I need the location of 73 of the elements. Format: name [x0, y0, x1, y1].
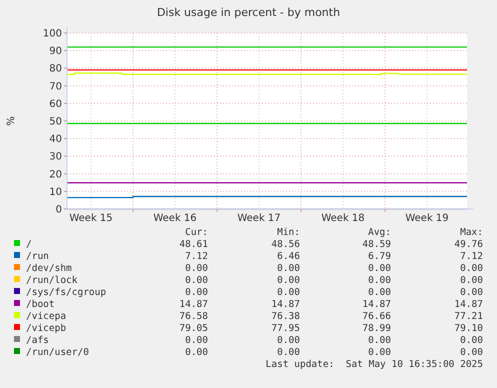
text: 0.00 — [185, 335, 208, 346]
text: 77.95 — [271, 323, 300, 334]
text: 14.87 — [271, 299, 300, 310]
text: 48.59 — [362, 239, 392, 250]
text: 0.00 — [460, 335, 484, 346]
text: 0.00 — [368, 287, 392, 298]
text: 48.56 — [271, 239, 300, 250]
text: 0.00 — [185, 263, 208, 274]
x-tick-label: Week 15 — [69, 213, 113, 224]
y-tick-label: 100 — [42, 28, 62, 40]
text: 0.00 — [277, 263, 300, 274]
y-axis-title: % — [6, 116, 17, 126]
legend-label: /dev/shm — [26, 263, 72, 274]
legend-label: /run — [26, 251, 49, 262]
legend-label: /run/lock — [26, 275, 78, 286]
x-tick-label: Week 17 — [237, 213, 281, 224]
y-tick-label: 60 — [49, 98, 62, 110]
text: 0.00 — [277, 287, 300, 298]
text: 7.12 — [460, 251, 483, 262]
text: 79.10 — [454, 323, 484, 334]
text: 0.00 — [185, 287, 208, 298]
text: 0.00 — [277, 335, 300, 346]
legend-label: /afs — [26, 335, 49, 346]
x-tick-label: Week 16 — [153, 213, 197, 224]
text: Avg: — [368, 227, 391, 238]
text: 0.00 — [368, 347, 392, 358]
text: 79.05 — [179, 323, 208, 334]
text: 0.00 — [277, 275, 300, 286]
text: 14.87 — [179, 299, 208, 310]
y-tick-label: 10 — [49, 186, 62, 198]
y-tick-label: 0 — [56, 204, 62, 216]
text: 0.00 — [460, 287, 484, 298]
x-tick-label: Week 18 — [321, 213, 365, 224]
text: 14.87 — [454, 299, 483, 310]
legend-label: /vicepb — [26, 323, 66, 334]
text: Last update: Sat May 10 16:35:00 2025 — [266, 359, 483, 370]
text: Min: — [277, 227, 300, 238]
text: 0.00 — [185, 347, 208, 358]
text: 7.12 — [185, 251, 208, 262]
chart-title: Disk usage in percent - by month — [156, 6, 340, 19]
legend-label: /run/user/0 — [26, 347, 90, 358]
text: 48.61 — [179, 239, 208, 250]
text: 78.99 — [362, 323, 392, 334]
text: 0.00 — [368, 275, 392, 286]
y-tick-label: 40 — [49, 134, 62, 146]
text: 76.38 — [271, 311, 300, 322]
x-tick-label: Week 19 — [405, 213, 449, 224]
text: 0.00 — [368, 263, 392, 274]
text: 0.00 — [460, 347, 484, 358]
text: 0.00 — [460, 275, 484, 286]
text: 49.76 — [454, 239, 484, 250]
y-tick-label: 70 — [49, 81, 62, 92]
y-tick-label: 80 — [49, 64, 62, 75]
text: 76.58 — [179, 311, 208, 322]
legend-label: / — [26, 239, 32, 250]
legend-label: /vicepa — [26, 311, 66, 322]
text: 0.00 — [185, 275, 208, 286]
legend-label: /sys/fs/cgroup — [26, 287, 106, 298]
text: 0.00 — [368, 335, 392, 346]
y-tick-label: 50 — [49, 116, 62, 128]
y-tick-label: 90 — [49, 46, 62, 58]
legend-label: /boot — [26, 299, 55, 310]
text: 77.21 — [454, 311, 484, 322]
text: 76.66 — [362, 311, 392, 322]
y-tick-label: 30 — [49, 152, 62, 163]
text: 0.00 — [460, 263, 484, 274]
text: Cur: — [185, 227, 208, 238]
text: 14.87 — [362, 299, 391, 310]
text: Max: — [460, 227, 483, 238]
text: 0.00 — [277, 347, 300, 358]
text: 6.79 — [368, 251, 392, 262]
text: 6.46 — [277, 251, 300, 262]
y-tick-label: 20 — [49, 169, 62, 180]
